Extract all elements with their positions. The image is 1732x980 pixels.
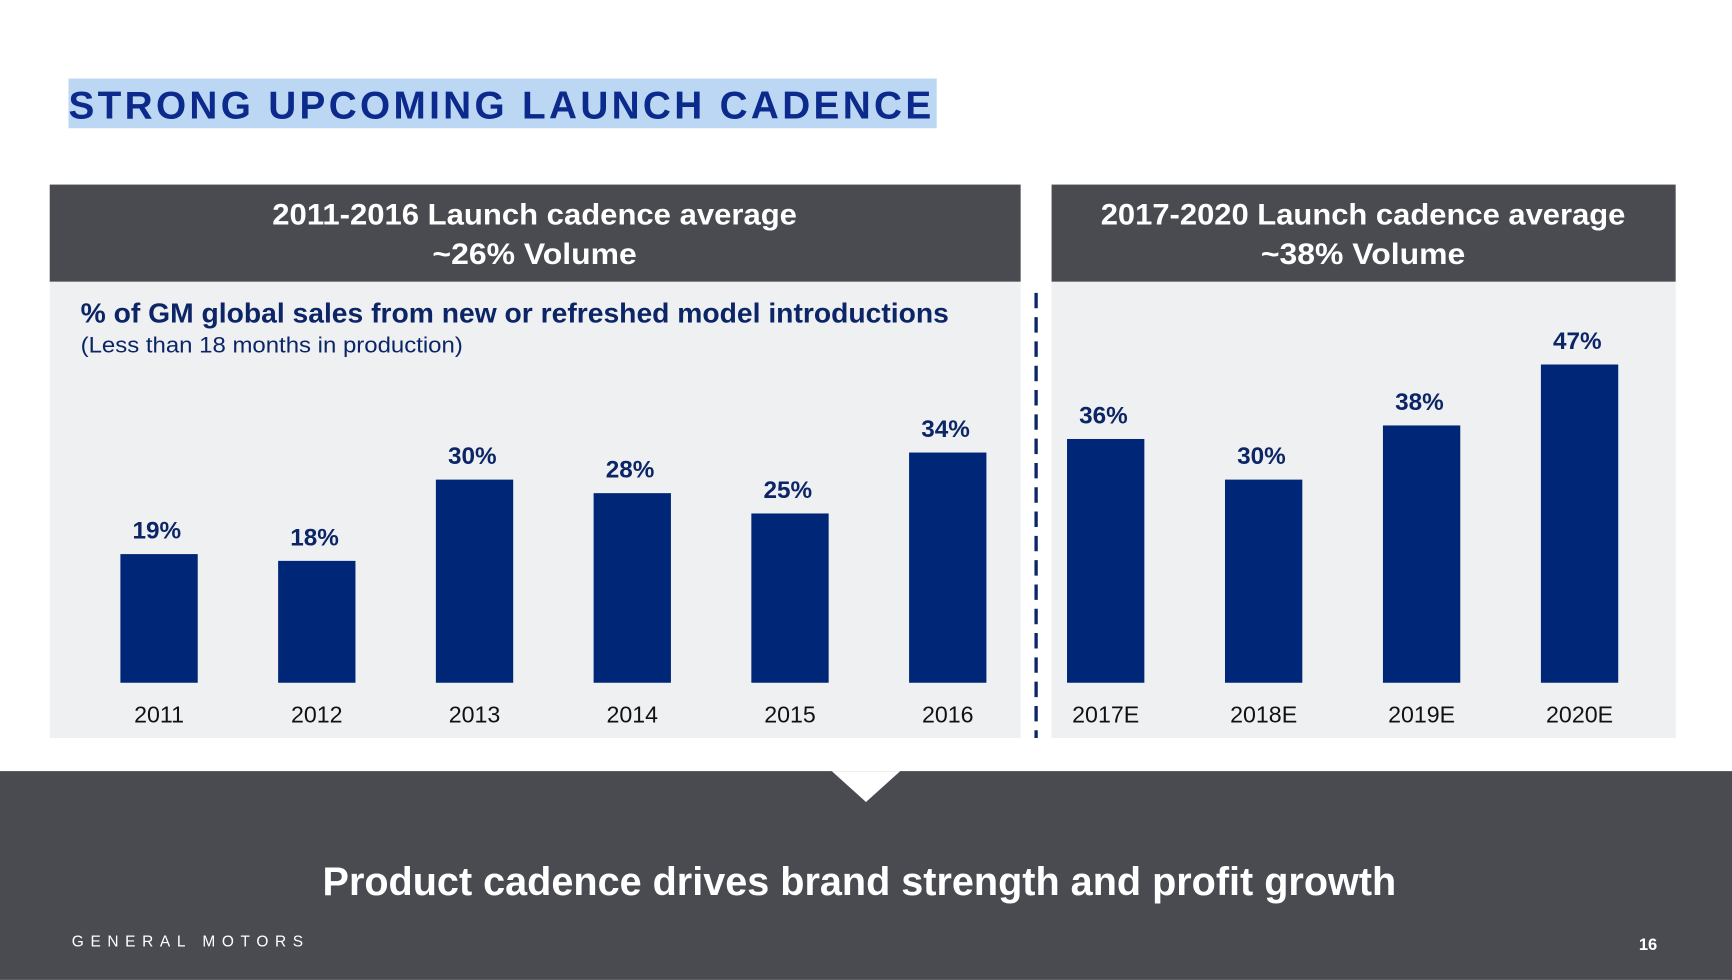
footer-message: Product cadence drives brand strength an…	[323, 860, 1397, 904]
x-tick-label: 2016	[922, 702, 974, 728]
x-tick-label: 2012	[291, 702, 343, 728]
value-label: 34%	[921, 416, 970, 443]
panel-body	[49, 281, 1021, 738]
value-label: 30%	[448, 443, 497, 470]
value-label: 19%	[133, 518, 182, 545]
panel-header	[49, 184, 1021, 282]
title-highlight	[68, 78, 937, 129]
x-tick-label: 2013	[449, 702, 501, 728]
x-tick-label: 2017E	[1072, 702, 1139, 728]
bar	[435, 479, 514, 683]
value-label: 28%	[606, 457, 655, 484]
bar	[278, 560, 356, 683]
bar	[1224, 479, 1303, 683]
x-tick-label: 2020E	[1546, 702, 1613, 728]
brand: GENERAL MOTORS	[72, 934, 310, 951]
x-tick-label: 2014	[606, 702, 658, 728]
value-label: 47%	[1553, 328, 1602, 355]
bar	[751, 513, 829, 683]
value-label: 36%	[1079, 403, 1128, 430]
value-label: 18%	[290, 524, 339, 551]
value-label: 25%	[763, 477, 812, 504]
chart-note: (Less than 18 months in production)	[81, 332, 463, 357]
panel-title: 2011-2016 Launch cadence average	[272, 198, 797, 231]
bar	[1382, 425, 1461, 683]
x-tick-label: 2015	[764, 702, 816, 728]
panel-title: 2017-2020 Launch cadence average	[1101, 198, 1626, 231]
chart-caption: % of GM global sales from new or refresh…	[81, 298, 949, 329]
slide-title: STRONG UPCOMING LAUNCH CADENCE	[68, 84, 934, 127]
notch	[831, 771, 901, 803]
page-number: 16	[1639, 935, 1657, 954]
panel-header	[1051, 184, 1676, 282]
x-tick-label: 2011	[134, 702, 184, 728]
footer-band	[0, 771, 1732, 980]
panel-subtitle: ~38% Volume	[1261, 238, 1465, 271]
bar	[593, 493, 671, 683]
x-tick-label: 2019E	[1388, 702, 1455, 728]
bar	[909, 452, 987, 683]
bar	[120, 554, 198, 683]
value-label: 30%	[1237, 443, 1286, 470]
panel-subtitle: ~26% Volume	[432, 238, 636, 271]
value-label: 38%	[1395, 389, 1444, 416]
bar	[1540, 364, 1619, 683]
bar	[1067, 438, 1145, 683]
x-tick-label: 2018E	[1230, 702, 1297, 728]
